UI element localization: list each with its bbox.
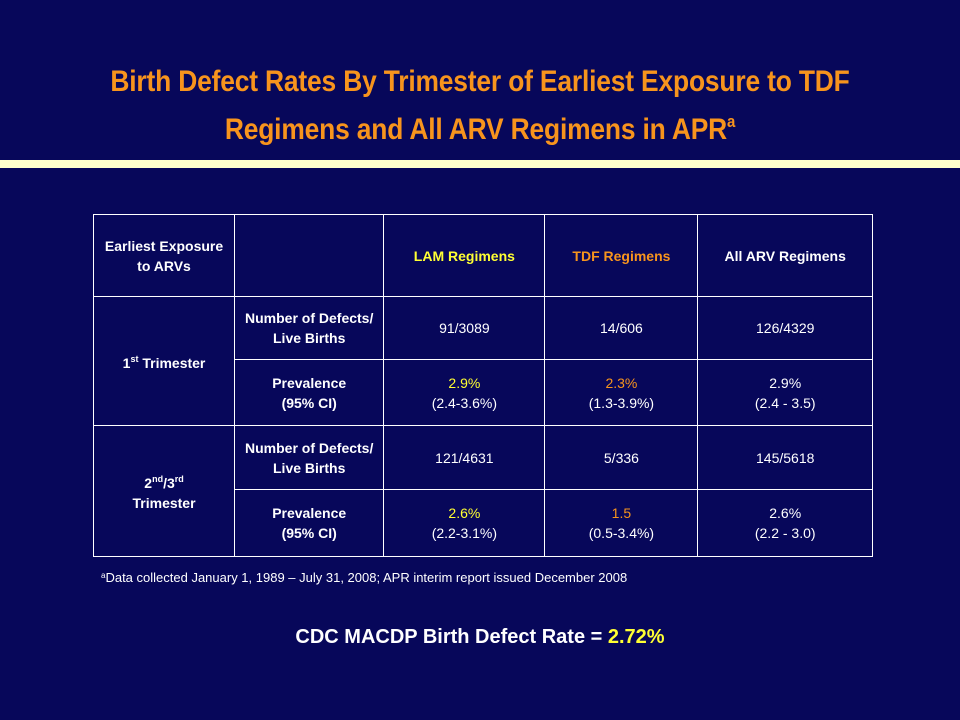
metric-line: Prevalence (272, 505, 347, 521)
all-arv-prevalence: 2.9% (769, 374, 802, 391)
cdc-rate-value: 2.72% (607, 626, 665, 648)
tdf-cell: 2.3% (1.3-3.9%) (544, 359, 699, 426)
group-label-1st-trimester: 1st Trimester (92, 296, 236, 426)
table-header-row: Earliest Exposure to ARVs LAM Regimens T… (92, 214, 873, 297)
header-exposure: Earliest Exposure to ARVs (92, 214, 236, 297)
lam-cell: 2.6% (2.2-3.1%) (383, 489, 546, 557)
lam-ci: (2.2-3.1%) (431, 525, 498, 541)
header-tdf: TDF Regimens (544, 214, 699, 297)
tdf-cell: 1.5 (0.5-3.4%) (544, 489, 699, 557)
tdf-ci: (1.3-3.9%) (588, 394, 655, 411)
birth-defect-table: Earliest Exposure to ARVs LAM Regimens T… (92, 214, 873, 557)
group-label-line: Trimester (132, 495, 196, 511)
cdc-rate-statement: CDC MACDP Birth Defect Rate = 2.72% (0, 626, 960, 649)
footnote-marker: a (101, 571, 106, 580)
lam-cell: 2.9% (2.4-3.6%) (383, 359, 546, 426)
tdf-ci: (0.5-3.4%) (588, 525, 655, 541)
lam-prevalence: 2.6% (448, 505, 481, 521)
lam-cell: 91/3089 (383, 296, 546, 360)
metric-label: Number of Defects/ Live Births (234, 425, 385, 490)
table-row: Prevalence (95% CI) 2.9% (2.4-3.6%) 2.3% (1… (94, 359, 873, 426)
lam-prevalence: 2.9% (448, 374, 481, 391)
lam-ci: (2.4-3.6%) (431, 394, 498, 411)
group-label-sup: rd (174, 474, 184, 484)
all-arv-ci: (2.2 - 3.0) (754, 525, 816, 541)
title-divider (0, 160, 960, 168)
group-label-sup: nd (152, 474, 164, 484)
all-arv-cell: 2.6% (2.2 - 3.0) (697, 489, 873, 557)
footnote: aData collected January 1, 1989 – July 3… (101, 570, 627, 585)
all-arv-cell: 145/5618 (697, 425, 873, 490)
title-footnote-marker: a (727, 112, 736, 131)
all-arv-ci: (2.4 - 3.5) (754, 394, 816, 411)
table-row: 1st Trimester Number of Defects/ Live Bi… (92, 296, 873, 426)
group-label-part: 2 (144, 475, 153, 491)
table-row: Prevalence (95% CI) 2.6% (2.2-3.1%) 1.5 (0.… (94, 489, 873, 557)
all-arv-prevalence: 2.6% (769, 505, 802, 521)
title-line-2-text: Regimens and All ARV Regimens in APR (224, 113, 728, 146)
tdf-prevalence: 2.3% (605, 374, 638, 391)
group-label-part: /3 (163, 475, 175, 491)
tdf-cell: 5/336 (544, 425, 699, 490)
metric-label: Prevalence (95% CI) (234, 359, 385, 426)
group-label-sup: st (130, 354, 139, 364)
title-line-2: Regimens and All ARV Regimens in APRa (58, 102, 903, 150)
table-row: 2nd/3rd Trimester Number of Defects/ Live… (92, 425, 873, 557)
cdc-rate-label: CDC MACDP Birth Defect Rate = (295, 626, 608, 648)
all-arv-cell: 2.9% (2.4 - 3.5) (697, 359, 873, 426)
all-arv-cell: 126/4329 (697, 296, 873, 360)
metric-line: (95% CI) (281, 525, 337, 541)
metric-label: Prevalence (95% CI) (234, 489, 385, 557)
metric-line: Prevalence (272, 374, 347, 391)
header-all-arv: All ARV Regimens (697, 214, 873, 297)
title-line-1: Birth Defect Rates By Trimester of Earli… (110, 65, 850, 98)
slide-title: Birth Defect Rates By Trimester of Earli… (58, 62, 903, 150)
group-label-line: 2nd/3rd (98, 469, 230, 493)
group-label-part: Trimester (138, 355, 206, 371)
header-lam: LAM Regimens (383, 214, 546, 297)
metric-line: (95% CI) (281, 394, 337, 411)
group-label-2nd-3rd-trimester: 2nd/3rd Trimester (92, 425, 236, 557)
header-empty (234, 214, 385, 297)
group-label-part: 1 (122, 355, 131, 371)
footnote-text: Data collected January 1, 1989 – July 31… (105, 570, 628, 585)
lam-cell: 121/4631 (383, 425, 546, 490)
tdf-prevalence: 1.5 (611, 505, 632, 521)
tdf-cell: 14/606 (544, 296, 699, 360)
metric-label: Number of Defects/ Live Births (234, 296, 385, 360)
